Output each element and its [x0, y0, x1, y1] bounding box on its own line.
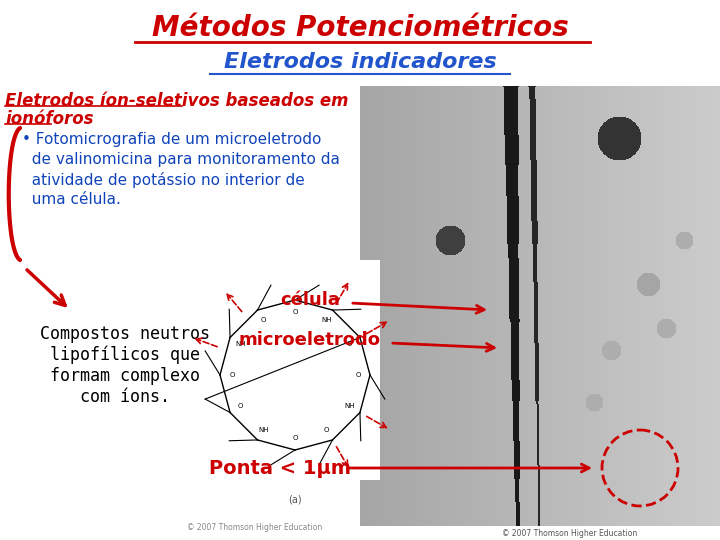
Text: O: O [292, 435, 297, 441]
Text: NH: NH [258, 427, 269, 433]
Text: NH: NH [235, 341, 246, 347]
Bar [195, 260, 380, 480]
Text: ionóforos: ionóforos [5, 110, 94, 128]
Text: Eletrodos íon-seletivos baseados em: Eletrodos íon-seletivos baseados em [5, 92, 348, 110]
Text: Ponta < 1μm: Ponta < 1μm [209, 458, 351, 477]
Text: NH: NH [344, 403, 355, 409]
Bar [360, 86, 720, 526]
Text: O: O [324, 427, 329, 433]
Text: O: O [292, 309, 297, 315]
Text: Compostos neutros
lipofílicos que
formam complexo
com íons.: Compostos neutros lipofílicos que formam… [40, 325, 210, 406]
Text: © 2007 Thomson Higher Education: © 2007 Thomson Higher Education [187, 523, 323, 532]
Text: O: O [355, 372, 361, 378]
Text: • Fotomicrografia de um microeletrodo: • Fotomicrografia de um microeletrodo [22, 132, 321, 147]
Text: microeletrodo: microeletrodo [239, 331, 381, 349]
Text: © 2007 Thomson Higher Education: © 2007 Thomson Higher Education [503, 529, 638, 537]
Text: atividade de potássio no interior de: atividade de potássio no interior de [22, 172, 305, 188]
Text: uma célula.: uma célula. [22, 192, 121, 207]
Text: O: O [229, 372, 235, 378]
Text: O: O [238, 403, 243, 409]
Text: O: O [261, 318, 266, 323]
Text: célula: célula [280, 291, 340, 309]
Text: O: O [347, 341, 352, 347]
Text: de valinomicina para monitoramento da: de valinomicina para monitoramento da [22, 152, 340, 167]
Text: NH: NH [321, 318, 332, 323]
Text: (a): (a) [288, 495, 302, 505]
Text: Métodos Potenciométricos: Métodos Potenciométricos [152, 14, 568, 42]
Text: Eletrodos indicadores: Eletrodos indicadores [224, 52, 496, 72]
